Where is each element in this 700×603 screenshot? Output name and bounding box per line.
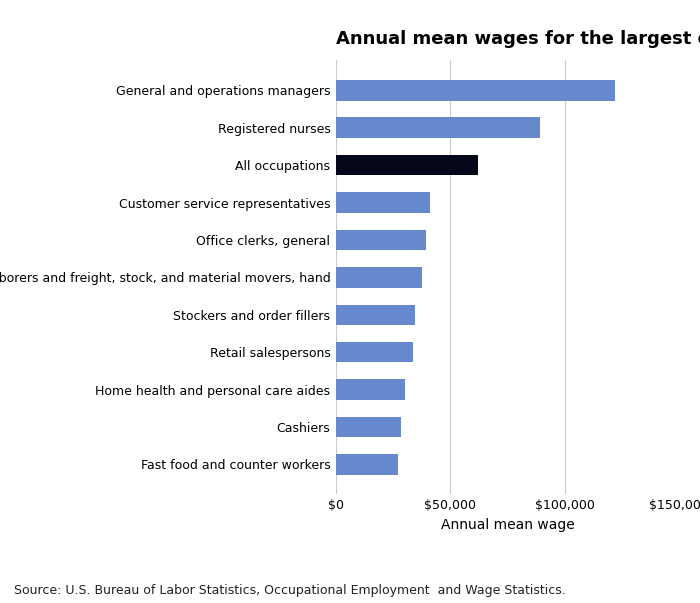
Bar (336, 230, 426, 250)
Text: Annual mean wages for the largest occupations, May 2022: Annual mean wages for the largest occupa… (336, 30, 700, 48)
Bar (336, 342, 413, 362)
Bar (336, 417, 400, 437)
X-axis label: Annual mean wage: Annual mean wage (440, 518, 575, 532)
Text: Source: U.S. Bureau of Labor Statistics, Occupational Employment  and Wage Stati: Source: U.S. Bureau of Labor Statistics,… (14, 584, 566, 597)
Bar (336, 118, 540, 138)
Bar (336, 454, 398, 475)
Bar (336, 80, 615, 101)
Bar (336, 267, 422, 288)
Bar (336, 155, 477, 175)
Bar (336, 305, 415, 325)
Bar (336, 192, 430, 213)
Bar (336, 379, 405, 400)
